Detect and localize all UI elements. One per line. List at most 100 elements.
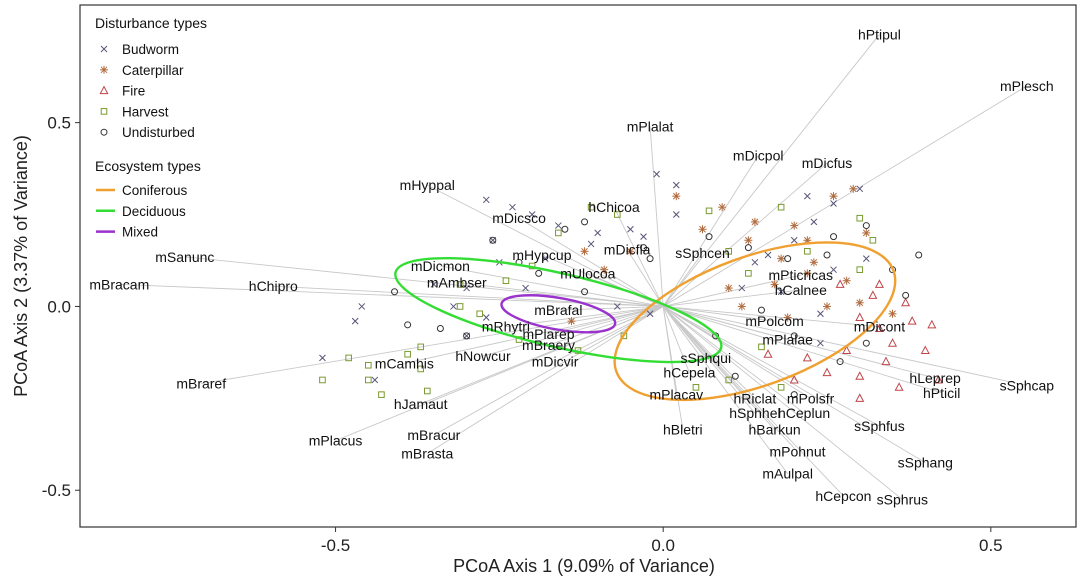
- site-point-budworm: [541, 255, 549, 263]
- legend-label-undisturbed: Undisturbed: [122, 125, 195, 140]
- vector-mCamhis: [404, 305, 664, 364]
- vector-mDicsco: [518, 217, 664, 307]
- species-label-sSphcap: sSphcap: [1000, 377, 1055, 393]
- species-label-hBletri: hBletri: [663, 422, 703, 438]
- site-point-fire: [874, 279, 884, 288]
- site-point-budworm: [613, 303, 621, 310]
- vector-mPolsfr: [662, 306, 811, 399]
- species-label-hChicoa: hChicoa: [588, 199, 640, 215]
- y-tick-label: 0.5: [47, 114, 71, 133]
- site-point-budworm: [319, 354, 326, 362]
- x-axis-title: PCoA Axis 1 (9.09% of Variance): [453, 556, 715, 576]
- site-point-caterpillar: [777, 254, 786, 263]
- species-label-mAulpal: mAulpal: [762, 466, 813, 482]
- site-point-fire: [933, 374, 943, 384]
- species-label-mPohnut: mPohnut: [769, 444, 825, 460]
- ellipse-mixed: [500, 294, 617, 334]
- site-point-fire: [901, 297, 911, 307]
- site-point-undisturbed: [915, 251, 923, 259]
- site-point-harvest: [614, 211, 621, 218]
- site-point-fire: [868, 290, 878, 299]
- plot-panel: [79, 4, 1077, 528]
- site-point-undisturbed: [561, 225, 569, 233]
- site-point-budworm: [351, 317, 359, 325]
- site-point-undisturbed: [836, 358, 844, 366]
- site-point-budworm: [358, 303, 366, 310]
- site-point-harvest: [365, 376, 372, 384]
- site-point-harvest: [417, 365, 425, 373]
- ecosystem-ellipses: [394, 241, 897, 402]
- site-point-caterpillar: [698, 225, 707, 234]
- site-point-caterpillar: [855, 298, 864, 307]
- site-point-fire: [822, 367, 832, 377]
- site-point-caterpillar: [803, 269, 812, 278]
- site-point-fire: [763, 349, 773, 358]
- vector-hCalnee: [663, 289, 801, 307]
- site-point-caterpillar: [580, 247, 589, 256]
- vector-hPticil: [663, 306, 942, 394]
- species-label-mBracur: mBracur: [407, 427, 460, 443]
- species-label-sSphcen: sSphcen: [675, 245, 729, 261]
- species-label-mPlacus: mPlacus: [309, 433, 363, 449]
- site-point-undisturbed: [830, 233, 838, 241]
- species-label-mDicfla: mDicfla: [604, 241, 651, 257]
- species-label-hNowcur: hNowcur: [455, 348, 511, 364]
- species-label-mBrasta: mBrasta: [401, 445, 453, 461]
- vector-mAmbser: [456, 282, 664, 307]
- site-point-caterpillar: [718, 203, 727, 212]
- site-point-caterpillar: [672, 192, 681, 201]
- site-point-budworm: [640, 233, 647, 240]
- species-label-hChipro: hChipro: [249, 278, 298, 294]
- site-point-caterpillar: [600, 265, 609, 274]
- vector-mAulpal: [662, 306, 789, 474]
- x-tick-label: 0.5: [979, 536, 1003, 555]
- site-point-caterpillar: [888, 309, 897, 318]
- site-point-budworm: [371, 376, 379, 384]
- vector-mPolcom: [663, 305, 775, 322]
- site-point-harvest: [345, 354, 352, 362]
- site-point-undisturbed: [404, 321, 412, 329]
- site-point-budworm: [653, 170, 660, 178]
- species-labels: hPtipul mPlesch mPlalat mDicpol mDicfus mHypp…: [89, 26, 1054, 507]
- y-tick-label: 0.0: [47, 297, 71, 316]
- site-point-budworm: [482, 314, 490, 321]
- ellipse-coniferous: [613, 241, 897, 402]
- site-point-budworm: [764, 251, 772, 259]
- vector-mHyppal: [427, 184, 664, 307]
- site-point-caterpillar: [783, 313, 792, 322]
- site-point-undisturbed: [784, 255, 792, 263]
- species-label-mDicpol: mDicpol: [733, 148, 784, 164]
- vector-mPlalat: [649, 126, 664, 307]
- site-point-harvest: [725, 247, 733, 255]
- site-point-budworm: [856, 185, 864, 193]
- legend-label-harvest: Harvest: [122, 104, 169, 119]
- site-point-harvest: [856, 266, 864, 273]
- vector-mSanunc: [184, 256, 664, 307]
- site-point-harvest: [869, 236, 877, 244]
- species-label-hCeplun: hCeplun: [778, 405, 830, 421]
- site-point-budworm: [672, 181, 680, 189]
- legend-marker-fire: [99, 85, 109, 95]
- vector-sSphcen: [662, 252, 703, 307]
- site-point-budworm: [803, 192, 811, 200]
- vector-hRiclat: [662, 306, 756, 399]
- site-point-budworm: [810, 218, 818, 226]
- vector-hSphhel: [662, 306, 756, 414]
- species-label-hCalnee: hCalnee: [775, 282, 827, 298]
- x-tick-label: 0.0: [651, 536, 675, 555]
- site-point-harvest: [319, 376, 326, 384]
- site-point-undisturbed: [731, 372, 739, 380]
- site-point-budworm: [751, 258, 759, 266]
- site-point-undisturbed: [790, 332, 798, 340]
- species-label-mSanunc: mSanunc: [155, 249, 214, 265]
- site-point-fire: [842, 345, 852, 355]
- site-point-fire: [887, 338, 898, 347]
- x-tick-label: -0.5: [321, 536, 350, 555]
- site-point-budworm: [817, 310, 824, 318]
- site-point-harvest: [777, 384, 785, 391]
- species-label-mDicvir: mDicvir: [532, 354, 579, 370]
- vector-mDicont: [663, 305, 880, 328]
- site-points: [319, 170, 943, 402]
- species-label-hLeprep: hLeprep: [909, 370, 961, 386]
- site-point-undisturbed: [646, 255, 654, 263]
